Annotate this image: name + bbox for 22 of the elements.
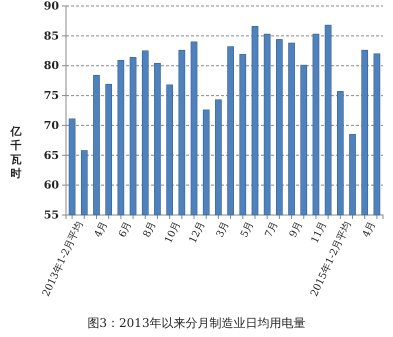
y-tick-label: 65 [44, 148, 59, 162]
x-tick-label: 2013年1-2月平均 [40, 219, 86, 298]
x-tick-label: 6月 [117, 220, 134, 240]
x-tick-label: 3月 [214, 220, 232, 240]
x-tick-label: 9月 [288, 220, 305, 240]
x-tick-label: 4月 [92, 220, 110, 240]
x-tick-label: 7月 [264, 220, 280, 240]
y-tick-label: 90 [44, 0, 60, 13]
y-tick-label: 85 [44, 29, 59, 42]
y-tick-label: 60 [44, 178, 60, 192]
x-tick-label: 5月 [239, 220, 256, 240]
text: 图3：2013年以来分月制造业日均用电量 [87, 316, 306, 330]
x-tick-label: 12月 [188, 220, 208, 246]
y-axis-title: 亿千瓦时 [10, 125, 22, 180]
y-tick-label: 55 [44, 208, 59, 222]
y-tick-label: 70 [44, 118, 60, 132]
x-tick-label: 10月 [163, 220, 183, 246]
y-tick-label: 75 [44, 89, 59, 102]
x-tick-label: 4月 [361, 220, 378, 240]
x-tick-label: 8月 [142, 220, 158, 240]
y-tick-label: 80 [44, 59, 60, 72]
x-tick-label: 11月 [310, 220, 330, 246]
